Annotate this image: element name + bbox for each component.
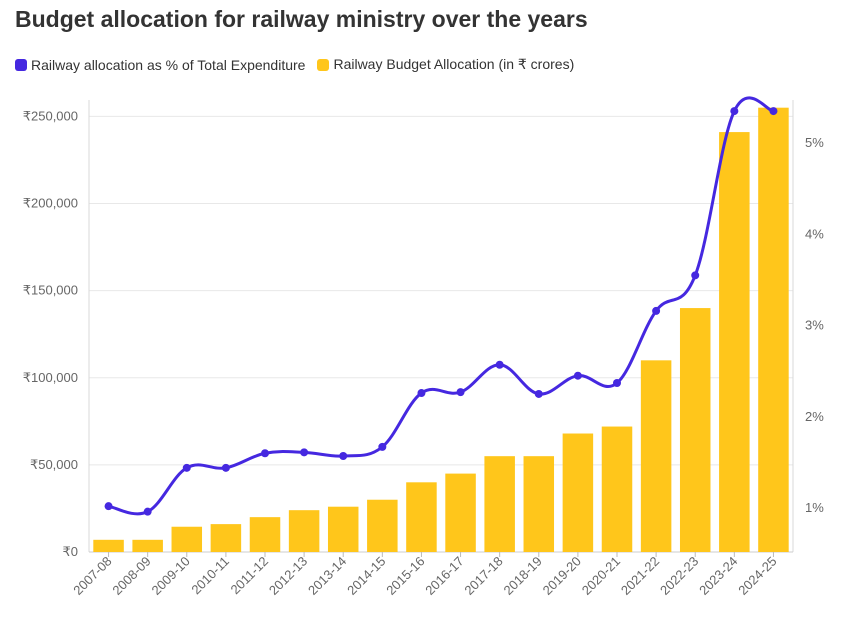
percentage-point (104, 502, 113, 511)
percentage-point (613, 378, 621, 387)
x-tick-label: 2020-21 (579, 554, 623, 598)
x-tick-label: 2024-25 (735, 554, 779, 598)
y-left-tick-label: ₹200,000 (23, 196, 78, 211)
x-tick-label: 2017-18 (461, 554, 505, 598)
percentage-line (108, 96, 774, 516)
percentage-point (221, 463, 230, 472)
x-tick-label: 2012-13 (266, 554, 310, 598)
bar (171, 526, 203, 552)
bar (523, 456, 555, 552)
percentage-point (456, 388, 465, 397)
percentage-point (730, 107, 739, 116)
x-tick-label: 2018-19 (501, 554, 545, 598)
x-tick-label: 2023-24 (696, 554, 740, 598)
x-tick-label: 2021-22 (618, 554, 662, 598)
y-left-tick-label: ₹0 (62, 544, 78, 559)
percentage-point (769, 107, 778, 116)
x-tick-label: 2019-20 (540, 554, 584, 598)
percentage-point (573, 371, 582, 380)
y-right-tick-label: 3% (805, 318, 824, 333)
legend-item-percentage: Railway allocation as % of Total Expendi… (15, 57, 305, 73)
bar (679, 308, 711, 552)
percentage-point (182, 463, 191, 472)
legend-label-percentage: Railway allocation as % of Total Expendi… (31, 56, 306, 73)
bar (210, 524, 242, 552)
x-tick-label: 2009-10 (149, 554, 193, 598)
y-right-tick-label: 2% (805, 409, 824, 424)
bar (640, 360, 672, 552)
legend-item-allocation: Railway Budget Allocation (in ₹ crores) (317, 56, 574, 73)
chart-title: Budget allocation for railway ministry o… (15, 6, 588, 32)
bar (327, 506, 359, 552)
y-right-tick-label: 4% (805, 226, 824, 241)
percentage-point (691, 271, 700, 280)
bar (288, 510, 320, 552)
bar (601, 426, 633, 552)
y-left-tick-label: ₹100,000 (23, 370, 78, 385)
bar (93, 539, 124, 552)
y-left-tick-label: ₹50,000 (30, 457, 78, 472)
x-tick-label: 2022-23 (657, 554, 701, 598)
x-tick-label: 2013-14 (305, 554, 349, 598)
percentage-point (261, 449, 269, 458)
bar (249, 517, 281, 552)
legend-label-allocation: Railway Budget Allocation (in ₹ crores) (333, 56, 575, 72)
bar (562, 433, 594, 552)
x-tick-label: 2011-12 (227, 554, 271, 598)
percentage-point (417, 389, 426, 398)
y-left-tick-label: ₹150,000 (23, 283, 78, 298)
percentage-point (495, 360, 504, 369)
legend-swatch-allocation (317, 58, 330, 71)
percentage-point (378, 442, 387, 451)
x-tick-label: 2008-09 (109, 554, 153, 598)
percentage-point (300, 448, 309, 457)
x-tick-label: 2016-17 (422, 554, 466, 598)
bar (484, 456, 515, 552)
x-tick-label: 2007-08 (70, 554, 114, 598)
bar (132, 539, 163, 552)
bar (445, 473, 476, 552)
bar (719, 132, 750, 552)
percentage-point (339, 451, 348, 460)
x-tick-label: 2010-11 (188, 554, 232, 598)
y-left-tick-label: ₹250,000 (23, 108, 78, 123)
chart-legend: Railway allocation as % of Total Expendi… (15, 56, 586, 73)
percentage-point (143, 507, 152, 516)
legend-swatch-percentage (15, 58, 27, 71)
percentage-point (652, 306, 661, 315)
x-tick-label: 2014-15 (344, 554, 388, 598)
y-right-tick-label: 5% (805, 135, 824, 150)
y-right-tick-label: 1% (805, 500, 824, 515)
bar (367, 499, 398, 552)
x-tick-label: 2015-16 (383, 554, 427, 598)
bar (758, 107, 789, 553)
bar (406, 482, 437, 552)
percentage-point (534, 389, 543, 398)
